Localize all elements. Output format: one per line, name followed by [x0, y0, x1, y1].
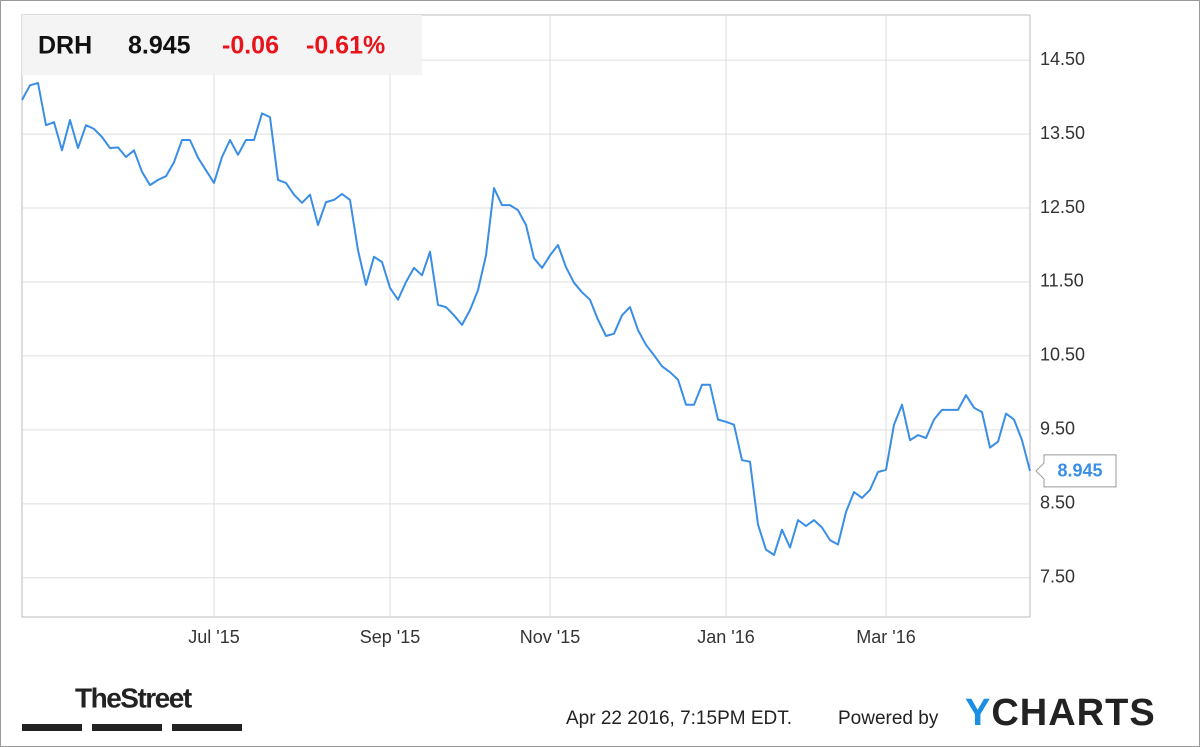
- brand-bar: [172, 724, 242, 731]
- change: -0.06: [222, 32, 279, 60]
- last-value-box: [1035, 454, 1117, 488]
- ticker: DRH: [38, 32, 92, 60]
- last-value-label: 8.945: [1057, 461, 1102, 481]
- y-tick-label: 7.50: [1040, 567, 1075, 587]
- y-tick-label: 13.50: [1040, 123, 1085, 143]
- brand-bar: [22, 724, 82, 731]
- timestamp: Apr 22 2016, 7:15PM EDT.: [566, 708, 793, 729]
- x-tick-label: Mar '16: [856, 627, 915, 647]
- y-tick-label: 10.50: [1040, 345, 1085, 365]
- change-percent: -0.61%: [306, 32, 385, 60]
- powered-by: Powered by: [838, 708, 939, 729]
- y-tick-label: 14.50: [1040, 49, 1085, 69]
- y-tick-label: 12.50: [1040, 197, 1085, 217]
- x-tick-label: Jul '15: [188, 627, 239, 647]
- x-tick-label: Jan '16: [697, 627, 754, 647]
- price: 8.945: [128, 32, 191, 60]
- x-tick-label: Sep '15: [360, 627, 421, 647]
- price-line: [21, 82, 1031, 556]
- y-tick-label: 8.50: [1040, 493, 1075, 513]
- x-tick-label: Nov '15: [520, 627, 580, 647]
- y-tick-label: 11.50: [1040, 271, 1084, 291]
- plot-area: [21, 14, 1031, 618]
- brand: TheStreet: [75, 682, 192, 713]
- brand-bar: [92, 724, 162, 731]
- header-box: [22, 15, 422, 75]
- y-tick-label: 9.50: [1040, 419, 1075, 439]
- provider-logo: YCHARTS: [965, 692, 1156, 734]
